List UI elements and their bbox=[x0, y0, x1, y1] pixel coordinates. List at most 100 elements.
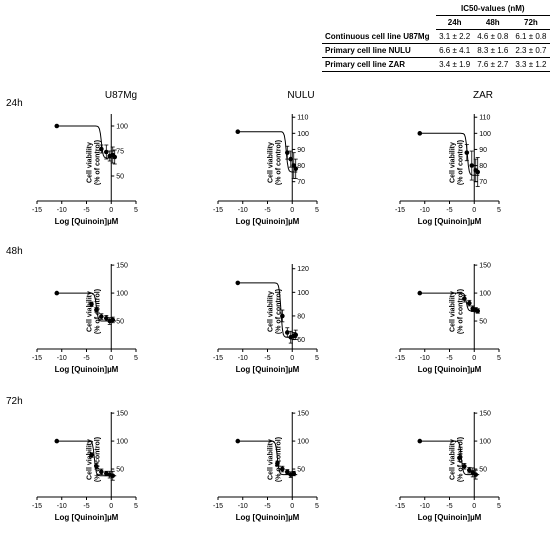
x-tick-label: -15 bbox=[213, 503, 223, 510]
y-axis-label: (% of control) bbox=[275, 289, 282, 334]
column-title-nulu: NULU bbox=[287, 90, 315, 101]
data-point bbox=[104, 471, 109, 476]
data-point bbox=[94, 307, 99, 313]
y-axis-label: (% of control) bbox=[94, 140, 101, 185]
data-point bbox=[94, 463, 99, 469]
row-label-48h: 48h bbox=[6, 246, 23, 257]
y-tick-label: 150 bbox=[479, 411, 491, 418]
x-axis-label: Log [Quinoin]µM bbox=[236, 513, 300, 522]
data-point bbox=[467, 467, 472, 473]
y-tick-label: 50 bbox=[297, 467, 305, 474]
data-point bbox=[54, 123, 60, 129]
y-tick-label: 50 bbox=[479, 319, 487, 326]
x-tick-label: 0 bbox=[109, 207, 113, 214]
y-tick-label: 100 bbox=[116, 124, 128, 131]
x-tick-label: -15 bbox=[213, 207, 223, 214]
x-axis-label: Log [Quinoin]µM bbox=[418, 365, 482, 374]
data-point bbox=[235, 438, 241, 444]
data-point bbox=[293, 166, 299, 172]
x-tick-label: 0 bbox=[290, 355, 294, 362]
y-axis-label: Cell viability bbox=[449, 439, 456, 480]
y-axis-label: (% of control) bbox=[457, 289, 464, 334]
y-tick-label: 75 bbox=[116, 149, 124, 156]
x-tick-label: -10 bbox=[57, 207, 67, 214]
table-col-header: 48h bbox=[473, 15, 512, 30]
x-tick-label: -10 bbox=[420, 207, 430, 214]
y-tick-label: 120 bbox=[297, 266, 309, 273]
data-point bbox=[293, 332, 299, 338]
y-tick-label: 150 bbox=[297, 411, 309, 418]
x-axis-label: Log [Quinoin]µM bbox=[55, 513, 119, 522]
data-point bbox=[475, 169, 481, 175]
data-point bbox=[417, 290, 423, 296]
y-tick-label: 100 bbox=[479, 439, 491, 446]
data-point bbox=[285, 330, 290, 335]
x-tick-label: 0 bbox=[290, 207, 294, 214]
data-point bbox=[235, 280, 241, 286]
x-tick-label: 5 bbox=[497, 503, 501, 510]
y-tick-label: 70 bbox=[479, 179, 487, 186]
data-point bbox=[288, 156, 294, 162]
y-tick-label: 100 bbox=[297, 290, 309, 297]
x-tick-label: -10 bbox=[420, 355, 430, 362]
x-tick-label: 5 bbox=[134, 355, 138, 362]
x-tick-label: -10 bbox=[238, 355, 248, 362]
y-tick-label: 80 bbox=[297, 163, 305, 170]
data-point bbox=[475, 308, 481, 314]
table-cell: 2.3 ± 0.7 bbox=[511, 43, 550, 58]
y-tick-label: 80 bbox=[297, 313, 305, 320]
x-tick-label: -15 bbox=[395, 355, 405, 362]
table-row-label: Continuous cell line U87Mg bbox=[322, 29, 436, 44]
y-tick-label: 100 bbox=[116, 291, 128, 298]
data-point bbox=[417, 438, 423, 444]
data-point bbox=[469, 163, 475, 168]
table-col-header: 72h bbox=[511, 15, 550, 30]
table-cell: 3.4 ± 1.9 bbox=[435, 57, 474, 72]
data-point bbox=[467, 300, 472, 306]
data-point bbox=[112, 154, 118, 160]
x-tick-label: 5 bbox=[497, 207, 501, 214]
y-tick-label: 50 bbox=[116, 319, 124, 326]
y-tick-label: 50 bbox=[116, 467, 124, 474]
column-title-u87mg: U87Mg bbox=[104, 90, 138, 101]
y-tick-label: 50 bbox=[479, 467, 487, 474]
y-axis-label: Cell viability bbox=[86, 142, 93, 183]
data-point bbox=[89, 301, 94, 307]
y-axis-label: (% of control) bbox=[275, 437, 282, 482]
data-point bbox=[99, 146, 104, 152]
table-cell: 3.1 ± 2.2 bbox=[435, 29, 474, 44]
y-tick-label: 100 bbox=[479, 131, 491, 138]
x-tick-label: -15 bbox=[395, 207, 405, 214]
x-tick-label: -5 bbox=[264, 207, 270, 214]
table-cell: 6.6 ± 4.1 bbox=[435, 43, 474, 58]
y-tick-label: 100 bbox=[116, 439, 128, 446]
table-row: Primary cell line NULU 6.6 ± 4.1 8.3 ± 1… bbox=[322, 43, 550, 58]
data-point bbox=[54, 438, 60, 444]
data-point bbox=[104, 149, 109, 155]
y-axis-label: Cell viability bbox=[267, 291, 274, 332]
x-axis-label: Log [Quinoin]µM bbox=[418, 513, 482, 522]
data-point bbox=[235, 129, 241, 135]
data-point bbox=[99, 314, 104, 319]
data-point bbox=[280, 466, 285, 472]
y-tick-label: 100 bbox=[297, 131, 309, 138]
table-cell: 4.6 ± 0.8 bbox=[473, 29, 512, 44]
data-point bbox=[417, 131, 423, 136]
x-tick-label: 5 bbox=[315, 355, 319, 362]
x-tick-label: 0 bbox=[472, 355, 476, 362]
y-tick-label: 100 bbox=[479, 291, 491, 298]
x-tick-label: 5 bbox=[134, 207, 138, 214]
data-point bbox=[110, 317, 116, 323]
data-point bbox=[473, 472, 479, 477]
y-tick-label: 100 bbox=[297, 439, 309, 446]
table-cell: 8.3 ± 1.6 bbox=[473, 43, 512, 58]
data-point bbox=[110, 473, 116, 479]
y-tick-label: 80 bbox=[479, 163, 487, 170]
x-tick-label: -10 bbox=[57, 355, 67, 362]
y-tick-label: 60 bbox=[297, 337, 305, 344]
table-col-header: 24h bbox=[435, 15, 474, 30]
x-tick-label: -10 bbox=[238, 503, 248, 510]
x-tick-label: 0 bbox=[472, 207, 476, 214]
x-axis-label: Log [Quinoin]µM bbox=[55, 365, 119, 374]
x-tick-label: -10 bbox=[57, 503, 67, 510]
